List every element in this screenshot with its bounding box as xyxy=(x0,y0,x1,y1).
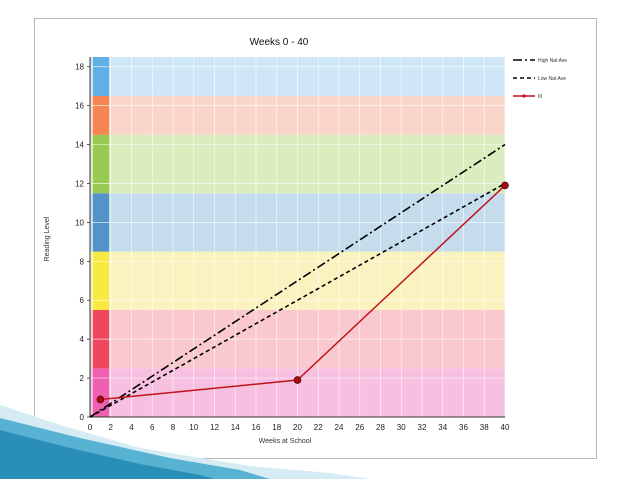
x-tick-label-24: 24 xyxy=(335,423,344,432)
series-line-1 xyxy=(89,182,506,418)
x-tick-label-40: 40 xyxy=(501,423,510,432)
y-tick-label-18: 18 xyxy=(75,63,84,72)
x-tick-label-2: 2 xyxy=(109,423,114,432)
legend: High Nat Ave Low Nat Ave III xyxy=(513,58,567,100)
y-tick-label-12: 12 xyxy=(75,179,84,188)
x-tick-label-18: 18 xyxy=(272,423,281,432)
x-tick-label-16: 16 xyxy=(252,423,261,432)
x-tick-label-4: 4 xyxy=(129,423,134,432)
series-line-0 xyxy=(89,143,506,418)
x-tick-label-36: 36 xyxy=(459,423,468,432)
x-tick-label-8: 8 xyxy=(171,423,176,432)
band-side-swatch-4 xyxy=(93,134,109,194)
series-point-2-2 xyxy=(501,181,509,190)
legend-label-2: III xyxy=(538,94,542,100)
chart-title: Weeks 0 - 40 xyxy=(250,37,309,48)
x-tick-label-12: 12 xyxy=(210,423,219,432)
legend-label-1: Low Nat Ave xyxy=(538,76,566,82)
x-tick-label-30: 30 xyxy=(397,423,406,432)
reading-level-chart: Weeks 0 - 40 Weeks at School Reading Lev… xyxy=(44,37,567,445)
grid-lines xyxy=(89,57,506,418)
x-axis-label: Weeks at School xyxy=(259,438,312,445)
x-tick-label-6: 6 xyxy=(150,423,155,432)
x-tick-label-0: 0 xyxy=(88,423,93,432)
series-point-2-0 xyxy=(96,395,105,404)
band-side-swatch-0 xyxy=(93,368,109,417)
x-tick-label-14: 14 xyxy=(231,423,240,432)
slide-frame: Weeks 0 - 40 Weeks at School Reading Lev… xyxy=(34,18,597,459)
series-lines xyxy=(89,143,509,418)
y-tick-label-0: 0 xyxy=(80,413,85,422)
y-tick-label-4: 4 xyxy=(80,335,85,344)
series-point-2-1 xyxy=(293,376,302,384)
y-tick-label-10: 10 xyxy=(75,218,84,227)
x-tick-label-10: 10 xyxy=(189,423,198,432)
x-tick-label-28: 28 xyxy=(376,423,385,432)
legend-marker-2 xyxy=(522,94,526,98)
x-tick-label-26: 26 xyxy=(355,423,364,432)
x-tick-label-22: 22 xyxy=(314,423,323,432)
y-tick-label-14: 14 xyxy=(75,141,84,150)
y-tick-label-6: 6 xyxy=(80,296,85,305)
x-tick-label-20: 20 xyxy=(293,423,302,432)
y-tick-label-8: 8 xyxy=(80,257,85,266)
band-side-swatch-2 xyxy=(93,251,109,310)
x-tick-label-38: 38 xyxy=(480,423,489,432)
y-axis-label: Reading Level xyxy=(44,216,51,261)
legend-label-0: High Nat Ave xyxy=(538,58,567,64)
y-tick-label-2: 2 xyxy=(80,374,85,383)
band-side-swatch-6 xyxy=(93,57,109,96)
y-tick-label-16: 16 xyxy=(75,102,84,111)
band-side-swatch-5 xyxy=(93,95,109,135)
x-tick-label-32: 32 xyxy=(418,423,427,432)
x-tick-label-34: 34 xyxy=(438,423,447,432)
